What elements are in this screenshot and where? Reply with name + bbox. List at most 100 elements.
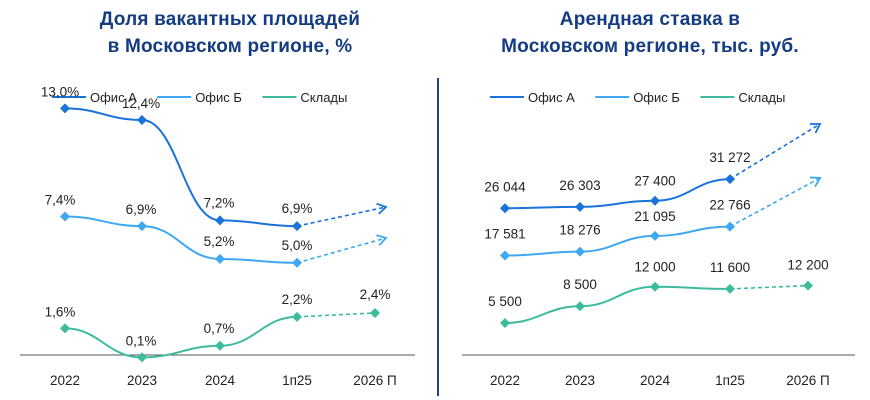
- series-line: [64, 215, 298, 264]
- data-label: 22 766: [709, 198, 750, 213]
- x-tick-label: 1п25: [282, 373, 312, 388]
- chart-panel-2: 2022 2023 2024 1п25 2026 П Офис А Офис Б Склады…: [462, 90, 855, 388]
- series-1: 13,0% 12,4% 7,2% 6,9%: [41, 84, 388, 232]
- data-point-marker: [725, 221, 735, 232]
- legend-item: Офис А: [490, 90, 575, 105]
- legend-item: Офис А: [52, 90, 137, 105]
- data-point-marker: [725, 283, 735, 294]
- legend-item: Офис Б: [595, 90, 680, 105]
- x-tick-label: 2026 П: [353, 373, 397, 388]
- chart-title-line-1: Доля вакантных площадей: [99, 9, 361, 30]
- chart-title-line-2: Московском регионе, тыс. руб.: [501, 36, 799, 57]
- data-point-marker: [803, 280, 813, 291]
- data-point-marker: [650, 230, 660, 241]
- x-tick-label: 2023: [565, 373, 595, 388]
- data-point-marker: [500, 250, 510, 261]
- data-point-marker: [575, 246, 585, 257]
- legend-label: Офис А: [528, 90, 575, 105]
- forecast-arrow-head: [809, 176, 822, 188]
- legend-label: Склады: [300, 90, 347, 105]
- series-1: 26 044 26 303 27 400 31 272: [484, 123, 822, 214]
- legend-label: Офис Б: [633, 90, 680, 105]
- forecast-arrow-line: [296, 237, 387, 264]
- series-3: 1,6% 0,1% 0,7% 2,2% 2,4%: [45, 287, 391, 363]
- forecast-arrow-head: [376, 202, 388, 215]
- data-label: 11 600: [710, 260, 750, 275]
- data-label: 6,9%: [126, 202, 157, 217]
- series-2: 17 581 18 276 21 095 22 766: [484, 176, 822, 261]
- data-label: 12,4%: [122, 96, 160, 111]
- data-label: 26 303: [559, 178, 600, 193]
- x-tick-label: 2022: [490, 373, 520, 388]
- data-point-marker: [650, 281, 660, 292]
- data-point-marker: [575, 201, 585, 212]
- data-point-marker: [292, 311, 302, 322]
- data-point-marker: [137, 114, 147, 125]
- data-label: 12 200: [787, 258, 828, 273]
- data-point-marker: [60, 211, 70, 222]
- legend-label: Склады: [738, 90, 785, 105]
- data-point-marker: [650, 195, 660, 206]
- data-point-marker: [137, 221, 147, 232]
- data-point-marker: [500, 318, 510, 328]
- x-tick-label: 2024: [205, 373, 236, 388]
- data-point-marker: [137, 352, 147, 363]
- forecast-arrow-line: [296, 206, 387, 227]
- data-label: 7,4%: [45, 192, 76, 207]
- data-point-marker: [215, 253, 225, 264]
- chart-title-vacancy: Доля вакантных площадей в Московском рег…: [20, 6, 440, 60]
- data-label: 5,2%: [204, 234, 235, 249]
- data-label: 26 044: [484, 179, 526, 194]
- data-label: 2,4%: [360, 287, 391, 302]
- chart-title-line-1: Арендная ставка в: [559, 9, 741, 30]
- data-point-marker: [292, 221, 302, 232]
- x-tick-label: 1п25: [715, 373, 745, 388]
- x-tick-label: 2024: [640, 373, 671, 388]
- forecast-line: [729, 284, 809, 290]
- series-line: [504, 178, 731, 210]
- legend-item: Склады: [700, 90, 785, 105]
- data-label: 27 400: [634, 174, 675, 189]
- forecast-line: [296, 312, 376, 318]
- forecast-arrow-head: [809, 123, 822, 134]
- chart-panel-1: 2022 2023 2024 1п25 2026 П Офис А Офис Б Склады…: [20, 84, 415, 388]
- legend-label: Офис А: [90, 90, 137, 105]
- data-label: 7,2%: [204, 195, 235, 210]
- forecast-arrow-line: [729, 123, 821, 180]
- legend-item: Офис Б: [157, 90, 242, 105]
- legend-label: Офис Б: [195, 90, 242, 105]
- data-point-marker: [215, 340, 225, 351]
- data-label: 17 581: [484, 227, 525, 242]
- series-3: 5 500 8 500 12 000 11 600 12 200: [488, 258, 829, 328]
- panel-divider: [437, 78, 439, 396]
- data-label: 0,7%: [204, 321, 235, 336]
- data-label: 8 500: [563, 277, 597, 292]
- chart-title-rent: Арендная ставка в Московском регионе, ты…: [440, 6, 860, 60]
- series-line: [504, 285, 731, 324]
- data-label: 5,0%: [282, 238, 313, 253]
- data-label: 6,9%: [282, 201, 313, 216]
- legend-item: Склады: [262, 90, 347, 105]
- data-point-marker: [292, 257, 302, 268]
- data-label: 13,0%: [41, 84, 79, 99]
- data-label: 18 276: [559, 223, 600, 238]
- data-point-marker: [500, 203, 510, 214]
- data-point-marker: [370, 307, 380, 318]
- data-label: 5 500: [488, 294, 522, 309]
- series-line: [64, 107, 298, 228]
- forecast-arrow-line: [729, 177, 821, 228]
- series-line: [64, 315, 298, 359]
- data-point-marker: [60, 323, 70, 334]
- series-2: 7,4% 6,9% 5,2% 5,0%: [45, 192, 388, 268]
- data-label: 12 000: [634, 260, 675, 275]
- data-label: 31 272: [709, 150, 750, 165]
- series-line: [504, 225, 731, 257]
- forecast-arrow-head: [376, 234, 388, 246]
- data-point-marker: [575, 301, 585, 312]
- x-tick-label: 2022: [50, 373, 80, 388]
- data-point-marker: [60, 103, 70, 114]
- data-point-marker: [725, 174, 735, 185]
- data-label: 21 095: [634, 209, 675, 224]
- data-label: 1,6%: [45, 304, 76, 319]
